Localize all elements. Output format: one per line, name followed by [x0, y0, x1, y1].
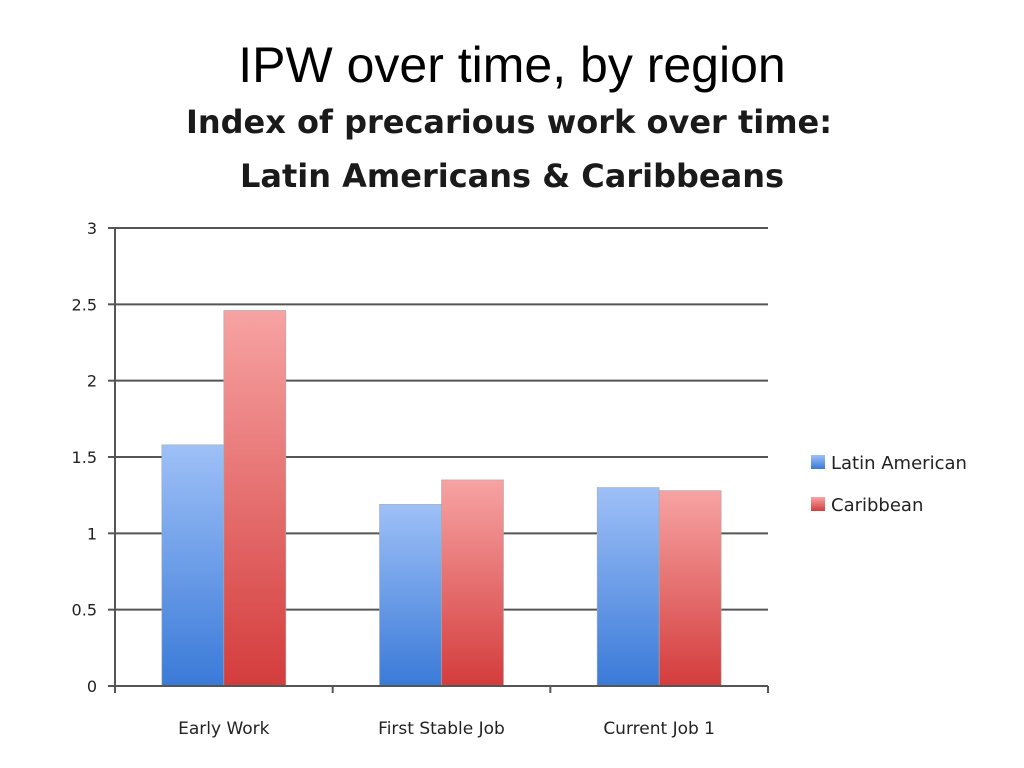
x-category-label: Current Job 1 — [603, 719, 715, 739]
slide-title: IPW over time, by region — [238, 37, 786, 93]
bars — [161, 310, 722, 687]
bar-caribbean — [658, 490, 722, 687]
legend-swatch — [811, 455, 825, 469]
y-tick-label: 2.5 — [72, 295, 97, 314]
axis-labels: 0 0.5 1 1.5 2 2.5 3 Early Work First Stable Job C… — [72, 219, 715, 739]
bar-latin-american — [161, 444, 225, 687]
legend-label: Latin American — [831, 453, 967, 474]
legend-label: Caribbean — [831, 495, 923, 516]
legend: Latin American Caribbean — [811, 453, 967, 516]
y-tick-label: 1.5 — [72, 448, 97, 467]
bar-caribbean — [223, 310, 287, 687]
y-tick-label: 1 — [87, 524, 97, 543]
x-category-label: First Stable Job — [378, 719, 505, 739]
y-tick-label: 3 — [87, 219, 97, 238]
axes — [108, 227, 769, 693]
legend-swatch — [811, 497, 825, 511]
bar-latin-american — [596, 487, 660, 687]
chart-title-line-1: Index of precarious work over time: — [185, 103, 833, 141]
x-category-label: Early Work — [178, 719, 270, 739]
y-tick-label: 2 — [87, 372, 97, 391]
bar-latin-american — [379, 504, 442, 687]
y-tick-label: 0 — [87, 677, 97, 696]
y-tick-label: 0.5 — [72, 601, 97, 620]
bar-caribbean — [441, 479, 504, 687]
chart-title-line-2: Latin Americans & Caribbeans — [239, 157, 785, 195]
